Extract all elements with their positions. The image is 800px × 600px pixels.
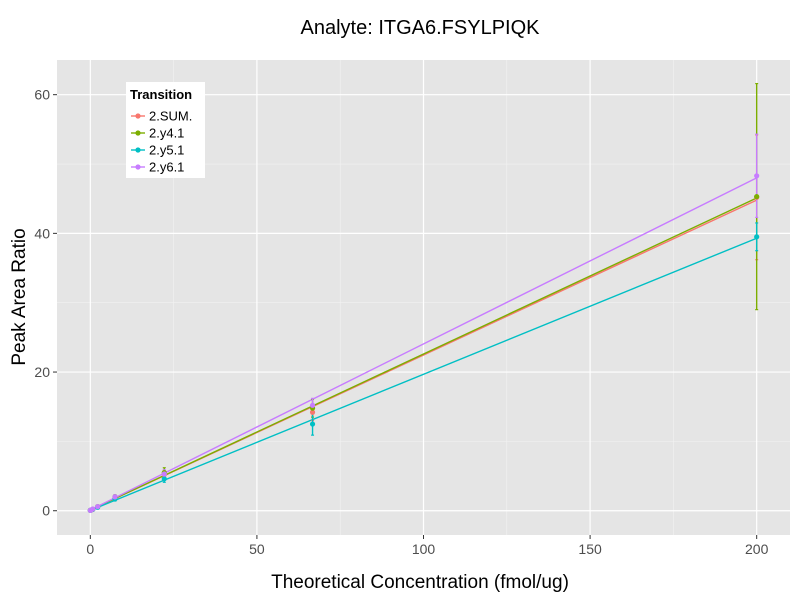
data-point: [309, 421, 316, 427]
legend-items: 2.SUM. 2.y4.1 2.y5.1 2.y6.1: [131, 109, 192, 175]
x-tick-label: 100: [412, 541, 436, 557]
y-axis-title: Peak Area Ratio: [9, 228, 30, 365]
legend-key-point: [135, 113, 141, 119]
legend-label: 2.y5.1: [149, 143, 184, 158]
y-tick-label: 40: [34, 225, 50, 241]
legend-key-point: [135, 164, 141, 170]
data-point: [309, 402, 316, 408]
data-point: [112, 494, 118, 500]
x-axis-title: Theoretical Concentration (fmol/ug): [271, 572, 569, 593]
data-point: [309, 409, 316, 415]
legend-key-point: [135, 130, 141, 136]
x-tick-label: 50: [249, 541, 265, 557]
fit-lines: [90, 177, 757, 512]
fit-line: [90, 177, 757, 511]
data-point: [161, 476, 167, 482]
x-tick-label: 150: [578, 541, 602, 557]
y-tick-label: 60: [34, 87, 50, 103]
legend-label: 2.y6.1: [149, 160, 184, 175]
data-points: [87, 173, 760, 513]
chart-title: Analyte: ITGA6.FSYLPIQK: [301, 17, 541, 39]
legend-box: [126, 82, 205, 178]
fit-line: [90, 237, 757, 512]
data-point: [754, 194, 760, 200]
legend-title: Transition: [130, 87, 192, 102]
fit-line: [90, 197, 757, 511]
y-tick-label: 0: [42, 503, 50, 519]
y-tick-label: 20: [34, 364, 50, 380]
data-point: [90, 506, 96, 512]
legend-label: 2.y4.1: [149, 126, 184, 141]
x-tick-label: 200: [745, 541, 769, 557]
data-point: [161, 471, 167, 477]
legend: Transition 2.SUM. 2.y4.1 2.y5.1 2.y6.1: [126, 82, 205, 178]
legend-label: 2.SUM.: [149, 109, 192, 124]
data-point: [95, 503, 101, 510]
x-tick-label: 0: [86, 541, 94, 557]
data-point: [754, 234, 760, 240]
y-axis-ticks: 0 20 40 60: [34, 87, 57, 519]
x-axis-ticks: 0 50 100 150 200: [86, 535, 769, 557]
data-point: [754, 173, 760, 179]
legend-key-point: [135, 147, 141, 153]
